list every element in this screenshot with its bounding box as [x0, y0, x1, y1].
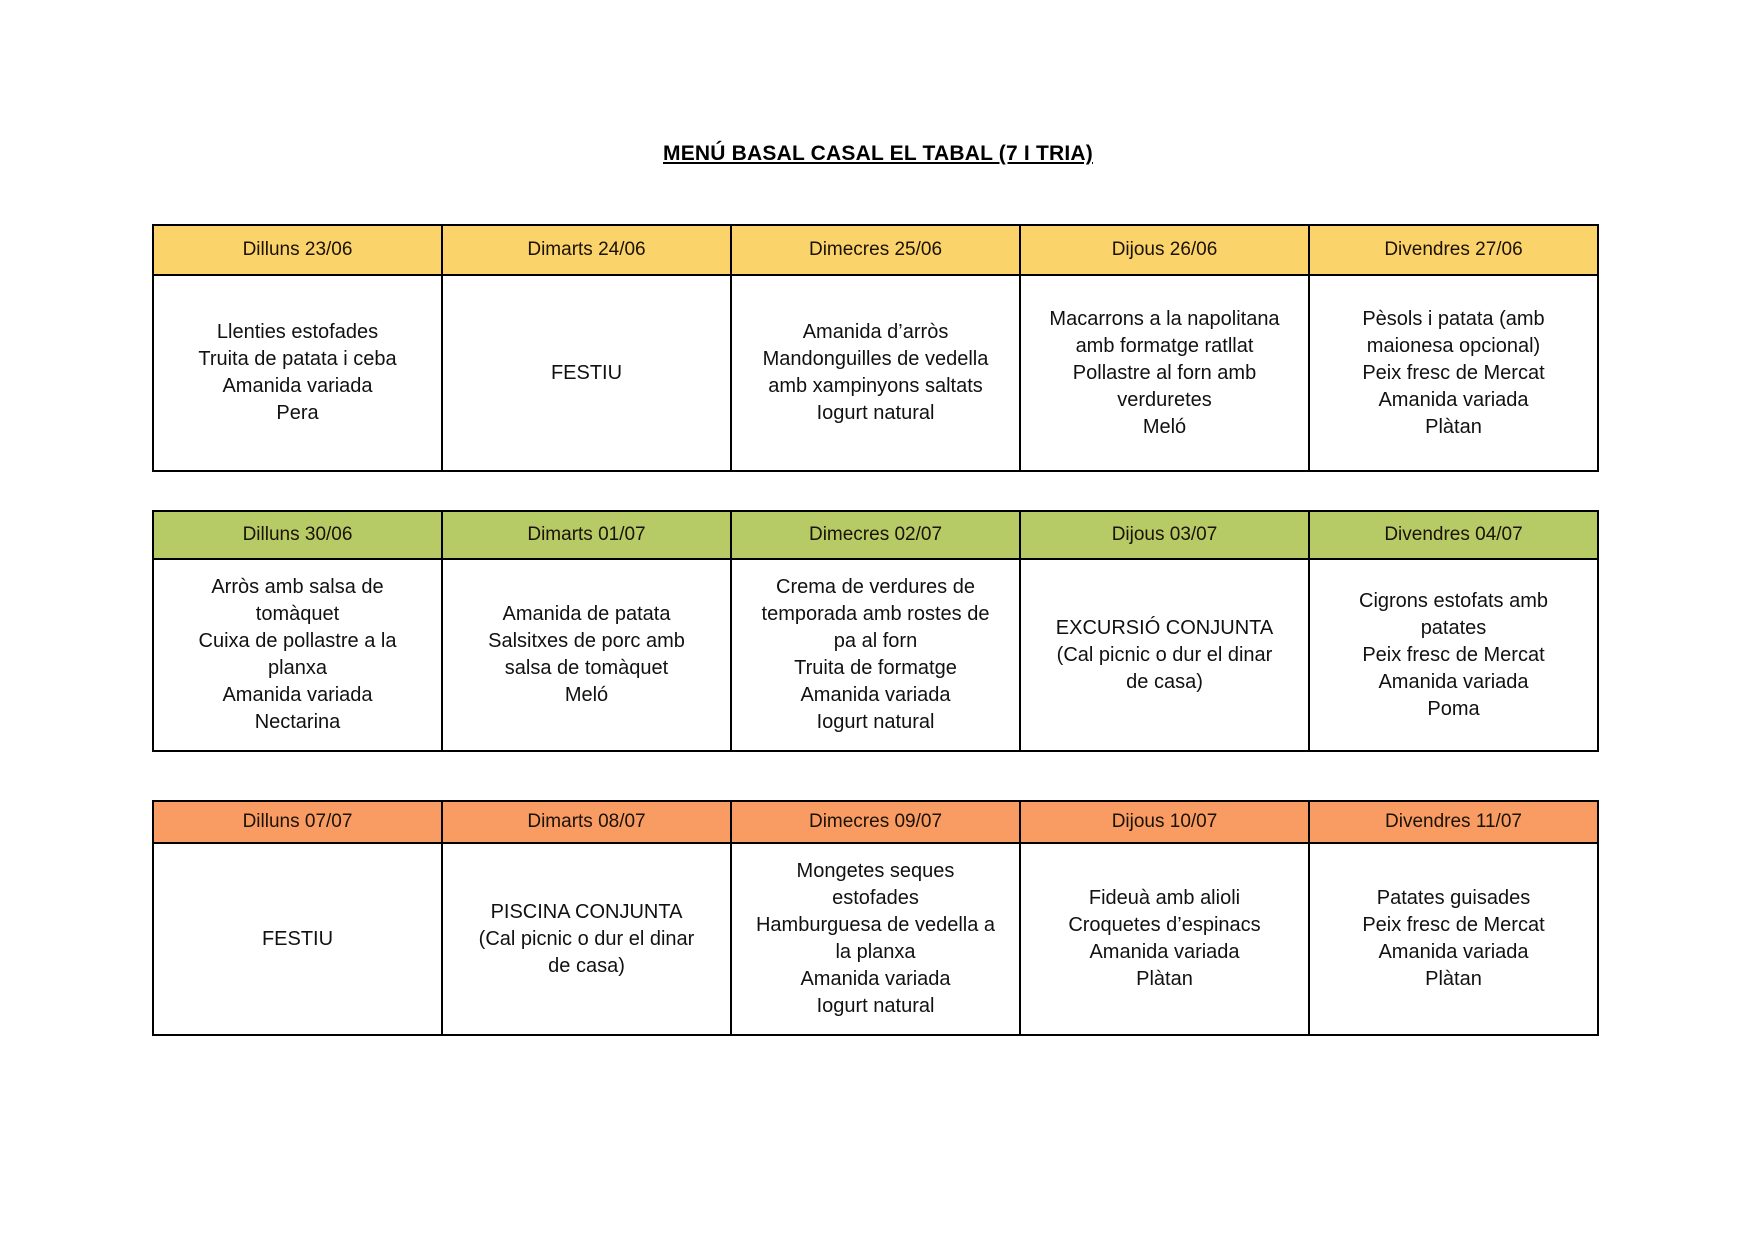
day-header: Dijous 10/07 [1019, 800, 1310, 844]
menu-cell: FESTIU [441, 274, 732, 472]
menu-cell: Crema de verdures de temporada amb roste… [730, 558, 1021, 752]
day-header: Dimecres 09/07 [730, 800, 1021, 844]
menu-cell: Pèsols i patata (amb maionesa opcional) … [1308, 274, 1599, 472]
menu-row-week2: Arròs amb salsa de tomàquet Cuixa de pol… [152, 558, 1599, 752]
day-header: Divendres 11/07 [1308, 800, 1599, 844]
day-header: Dilluns 23/06 [152, 224, 443, 276]
menu-cell: Llenties estofades Truita de patata i ce… [152, 274, 443, 472]
menu-cell: PISCINA CONJUNTA (Cal picnic o dur el di… [441, 842, 732, 1036]
menu-cell: FESTIU [152, 842, 443, 1036]
menu-table-week3: Dilluns 07/07 Dimarts 08/07 Dimecres 09/… [152, 800, 1599, 1036]
day-header: Divendres 04/07 [1308, 510, 1599, 560]
day-header: Dilluns 07/07 [152, 800, 443, 844]
day-header: Dimarts 24/06 [441, 224, 732, 276]
menu-table-week2: Dilluns 30/06 Dimarts 01/07 Dimecres 02/… [152, 510, 1599, 752]
day-header: Dimarts 08/07 [441, 800, 732, 844]
menu-cell: Cigrons estofats amb patates Peix fresc … [1308, 558, 1599, 752]
day-header: Dijous 26/06 [1019, 224, 1310, 276]
menu-cell: Macarrons a la napolitana amb formatge r… [1019, 274, 1310, 472]
menu-cell: Fideuà amb alioli Croquetes d’espinacs A… [1019, 842, 1310, 1036]
menu-table-week1: Dilluns 23/06 Dimarts 24/06 Dimecres 25/… [152, 224, 1599, 472]
day-header: Dimecres 02/07 [730, 510, 1021, 560]
day-header: Dimarts 01/07 [441, 510, 732, 560]
page-title: MENÚ BASAL CASAL EL TABAL (7 I TRIA) [663, 142, 1093, 165]
day-header-row-week2: Dilluns 30/06 Dimarts 01/07 Dimecres 02/… [152, 510, 1599, 560]
menu-cell: EXCURSIÓ CONJUNTA (Cal picnic o dur el d… [1019, 558, 1310, 752]
day-header: Divendres 27/06 [1308, 224, 1599, 276]
menu-cell: Amanida d’arròs Mandonguilles de vedella… [730, 274, 1021, 472]
menu-cell: Arròs amb salsa de tomàquet Cuixa de pol… [152, 558, 443, 752]
menu-row-week1: Llenties estofades Truita de patata i ce… [152, 274, 1599, 472]
day-header: Dijous 03/07 [1019, 510, 1310, 560]
menu-cell: Mongetes seques estofades Hamburguesa de… [730, 842, 1021, 1036]
day-header: Dilluns 30/06 [152, 510, 443, 560]
menu-row-week3: FESTIU PISCINA CONJUNTA (Cal picnic o du… [152, 842, 1599, 1036]
day-header-row-week1: Dilluns 23/06 Dimarts 24/06 Dimecres 25/… [152, 224, 1599, 276]
day-header: Dimecres 25/06 [730, 224, 1021, 276]
menu-cell: Amanida de patata Salsitxes de porc amb … [441, 558, 732, 752]
day-header-row-week3: Dilluns 07/07 Dimarts 08/07 Dimecres 09/… [152, 800, 1599, 844]
menu-cell: Patates guisades Peix fresc de Mercat Am… [1308, 842, 1599, 1036]
